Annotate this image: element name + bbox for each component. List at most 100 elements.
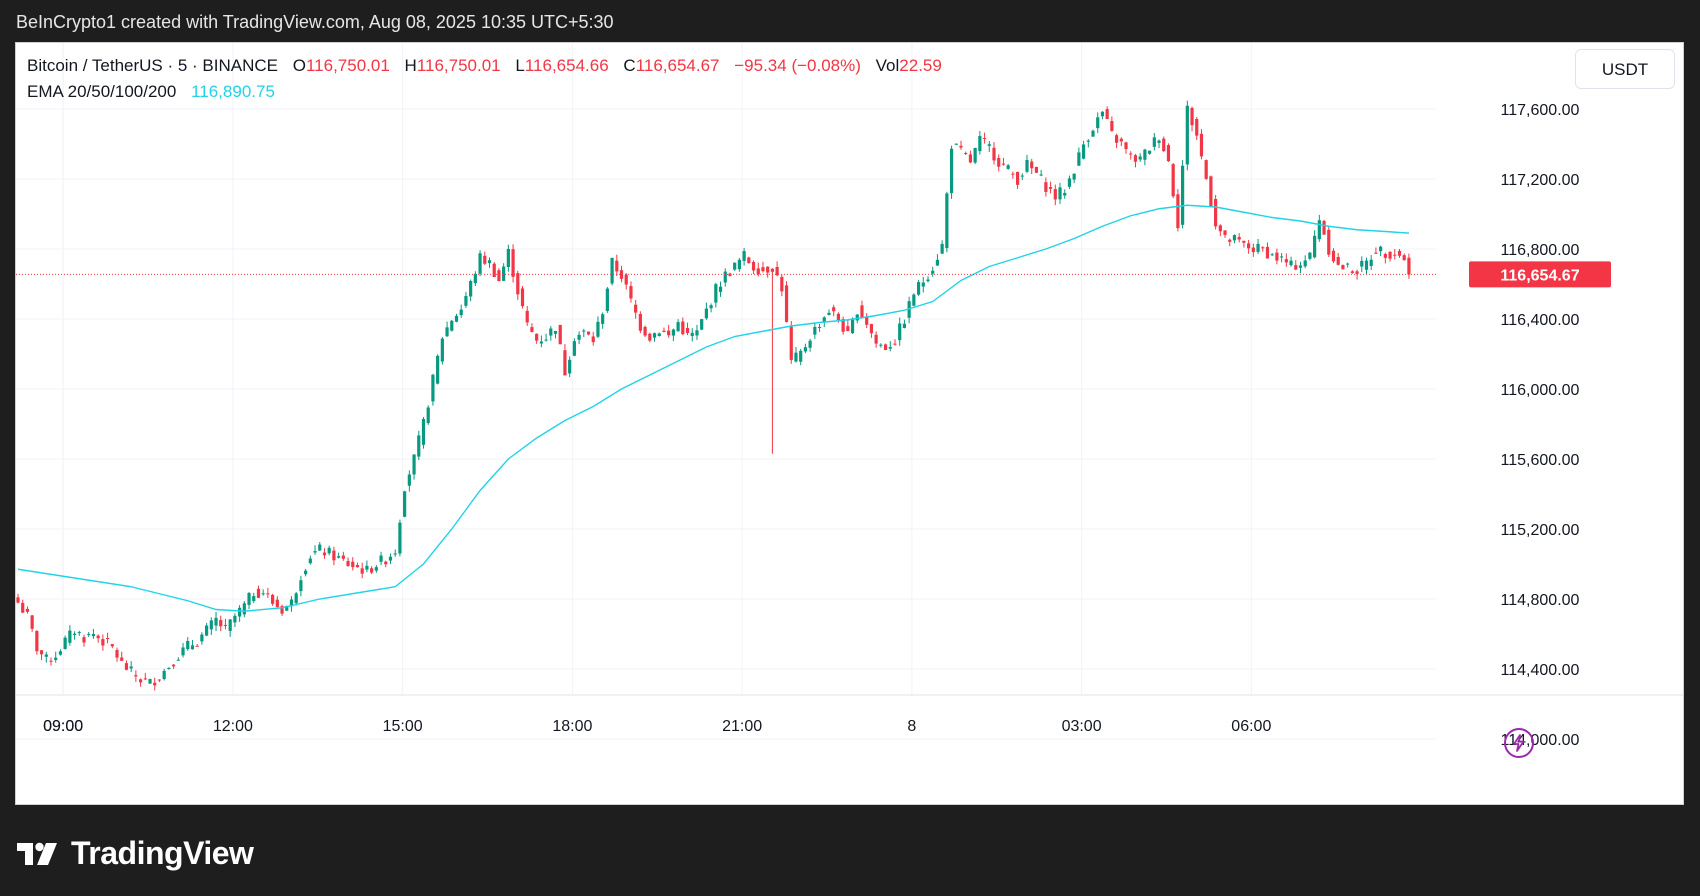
chart-frame[interactable]: 09:00 12:00 15:00 18:00 21:00 8 03:00 06:00 09:0…: [15, 42, 1684, 805]
candle-down: [134, 675, 138, 677]
close-value: 116,654.67: [635, 56, 720, 75]
symbol-label[interactable]: Bitcoin / TetherUS · 5 · BINANCE: [27, 56, 278, 75]
candle-up: [737, 259, 741, 270]
candle-down: [138, 679, 143, 683]
candle-down: [1114, 135, 1119, 143]
candle-up: [926, 279, 930, 282]
currency-button[interactable]: USDT: [1575, 49, 1675, 89]
candle-down: [492, 263, 496, 278]
candle-down: [982, 138, 987, 140]
candle-up: [987, 144, 991, 146]
candle-down: [997, 157, 1001, 167]
y-tick-label: 116,000.00: [1501, 382, 1580, 399]
high-value: 116,750.01: [416, 56, 501, 75]
candle-up: [1039, 174, 1043, 176]
candle-down: [634, 304, 638, 313]
candle-up: [1143, 149, 1147, 160]
candle-up: [304, 570, 308, 575]
y-tick-label: 117,600.00: [1501, 102, 1580, 119]
candle-up: [209, 620, 213, 630]
candle-up: [723, 271, 727, 283]
candle-down: [105, 638, 110, 640]
candle-down: [1355, 271, 1359, 274]
candle-up: [1081, 144, 1086, 159]
candle-up: [888, 347, 892, 349]
candle-up: [407, 474, 411, 486]
candle-up: [478, 253, 482, 274]
open-label: O: [292, 56, 306, 75]
close-label: C: [623, 56, 636, 75]
candle-up: [733, 262, 737, 270]
candle-down: [1119, 138, 1123, 142]
candle-up: [421, 418, 426, 445]
candle-up: [445, 327, 449, 337]
candle-down: [1001, 163, 1006, 165]
candle-down: [370, 568, 374, 573]
lightning-icon-glyph: [1513, 734, 1525, 752]
candle-up: [91, 634, 96, 637]
candle-down: [143, 678, 147, 680]
lightning-icon[interactable]: [1504, 728, 1534, 758]
candle-down: [256, 588, 261, 598]
x-tick-label: 12:00: [213, 718, 253, 735]
candle-down: [1341, 264, 1345, 270]
candle-up: [77, 632, 81, 634]
price-chart[interactable]: 09:00 12:00 15:00 18:00 21:00 8 03:00 06:0009:0…: [16, 43, 1684, 805]
candle-up: [544, 339, 548, 341]
y-tick-label: 117,200.00: [1501, 172, 1580, 189]
candle-up: [374, 567, 378, 571]
candle-up: [450, 320, 454, 331]
x-tick-label: 09:00: [43, 718, 83, 735]
footer-bar: TradingView: [0, 805, 1700, 896]
candle-down: [1176, 194, 1180, 229]
candle-down: [1011, 173, 1015, 175]
candle-up: [817, 326, 822, 328]
candle-down: [1228, 239, 1232, 242]
candle-down: [1195, 118, 1199, 136]
candle-down: [16, 597, 20, 603]
candle-up: [63, 637, 67, 650]
candle-down: [101, 639, 105, 646]
candle-down: [1336, 257, 1340, 265]
candle-up: [718, 286, 723, 292]
candle-down: [685, 328, 690, 333]
candle-down: [497, 270, 501, 282]
candle-down: [770, 268, 774, 272]
candle-up: [935, 259, 940, 266]
legend-ema-row[interactable]: EMA 20/50/100/200 116,890.75: [27, 79, 942, 105]
candle-down: [1327, 229, 1331, 255]
candle-down: [751, 261, 756, 271]
tradingview-logo[interactable]: TradingView: [17, 835, 254, 872]
candle-up: [605, 288, 609, 312]
candle-down: [1265, 246, 1270, 259]
candle-up: [700, 319, 704, 330]
x-tick-label: 18:00: [552, 718, 592, 735]
candle-down: [266, 593, 270, 595]
candle-down: [1044, 182, 1048, 192]
candle-up: [794, 352, 798, 362]
candle-up: [671, 329, 675, 336]
candle-down: [964, 153, 968, 155]
candle-down: [1374, 252, 1378, 254]
candle-down: [195, 645, 199, 647]
candle-up: [238, 607, 242, 617]
candle-up: [1157, 140, 1161, 143]
open-value: 116,750.01: [305, 56, 390, 75]
candle-down: [761, 267, 765, 272]
candle-down: [1393, 254, 1397, 256]
candle-down: [1110, 121, 1114, 131]
candle-up: [473, 273, 477, 284]
candle-down: [384, 561, 388, 565]
candle-up: [337, 556, 341, 558]
y-tick-label: 115,600.00: [1501, 452, 1580, 469]
candle-up: [1313, 235, 1317, 258]
candle-down: [157, 679, 162, 681]
candle-up: [167, 667, 171, 669]
attribution-text: BeInCrypto1 created with TradingView.com…: [16, 12, 614, 32]
candle-up: [572, 341, 576, 356]
candle-up: [72, 633, 77, 636]
candle-down: [1015, 171, 1020, 185]
candle-down: [959, 145, 963, 148]
candle-up: [506, 248, 510, 267]
candle-up: [388, 556, 393, 561]
